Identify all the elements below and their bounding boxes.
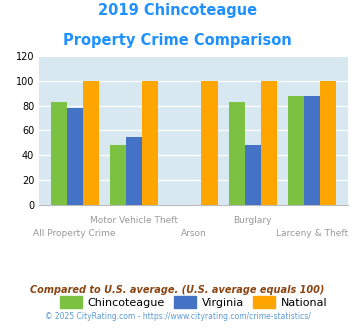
Bar <box>229 102 245 205</box>
Bar <box>202 81 218 205</box>
Bar <box>288 96 304 205</box>
Text: © 2025 CityRating.com - https://www.cityrating.com/crime-statistics/: © 2025 CityRating.com - https://www.city… <box>45 312 310 321</box>
Text: Arson: Arson <box>181 229 206 238</box>
Bar <box>245 145 261 205</box>
Bar <box>142 81 158 205</box>
Bar <box>261 81 277 205</box>
Text: Motor Vehicle Theft: Motor Vehicle Theft <box>90 216 178 225</box>
Text: Property Crime Comparison: Property Crime Comparison <box>63 33 292 48</box>
Text: Burglary: Burglary <box>234 216 272 225</box>
Text: Larceny & Theft: Larceny & Theft <box>276 229 348 238</box>
Text: Compared to U.S. average. (U.S. average equals 100): Compared to U.S. average. (U.S. average … <box>30 285 325 295</box>
Bar <box>67 108 83 205</box>
Bar <box>51 102 67 205</box>
Text: 2019 Chincoteague: 2019 Chincoteague <box>98 3 257 18</box>
Bar <box>304 96 320 205</box>
Bar <box>320 81 336 205</box>
Bar <box>126 137 142 205</box>
Bar <box>110 145 126 205</box>
Legend: Chincoteague, Virginia, National: Chincoteague, Virginia, National <box>55 292 332 312</box>
Bar <box>83 81 99 205</box>
Text: All Property Crime: All Property Crime <box>33 229 116 238</box>
